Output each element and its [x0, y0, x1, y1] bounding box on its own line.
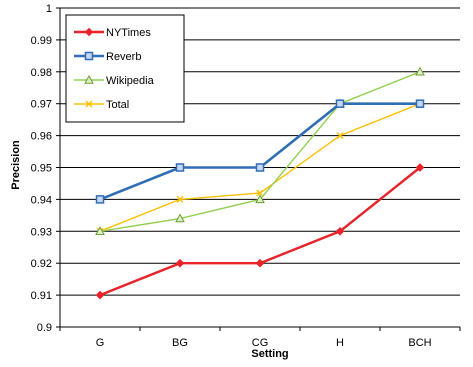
marker-stroke — [85, 100, 93, 108]
y-tick-label: 0.98 — [31, 67, 52, 79]
y-tick-label: 0.92 — [31, 258, 52, 270]
y-axis-ticks: 0.9 0.91 0.92 0.93 0.94 0.95 0.96 0.97 0.98 0.99 1 — [31, 3, 60, 334]
y-tick-label: 0.96 — [31, 131, 52, 143]
data-point-wikipedia — [415, 66, 425, 76]
y-tick-label: 0.99 — [31, 35, 52, 47]
data-point-nytimes — [175, 258, 185, 268]
data-point-reverb — [95, 195, 105, 204]
data-point-wikipedia — [255, 194, 265, 204]
y-axis-title: Precision — [10, 140, 22, 190]
x-tick-label: BG — [172, 337, 188, 349]
data-point-nytimes — [415, 163, 425, 172]
legend-marker-nytimes — [84, 27, 94, 37]
data-point-total — [336, 132, 344, 140]
data-point-reverb — [415, 99, 425, 108]
data-point-reverb — [335, 99, 345, 108]
data-point-nytimes — [255, 258, 265, 268]
x-tick-label: CG — [252, 337, 269, 349]
series-group — [95, 66, 425, 300]
legend-label-wikipedia: Wikipedia — [106, 75, 155, 87]
y-tick-label: 1 — [46, 3, 52, 15]
data-point-nytimes — [335, 226, 345, 236]
marker-stroke — [176, 195, 184, 203]
data-point-wikipedia — [175, 213, 185, 223]
x-tick-label: H — [336, 337, 344, 349]
data-point-total — [176, 195, 184, 203]
data-point-wikipedia — [95, 226, 105, 235]
data-point-nytimes — [95, 290, 105, 300]
legend-label-reverb: Reverb — [106, 51, 141, 63]
marker-stroke — [336, 132, 344, 140]
legend-label-total: Total — [106, 99, 129, 111]
x-tick-label: BCH — [408, 337, 431, 349]
legend-marker-reverb — [84, 51, 94, 61]
legend-label-nytimes: NYTimes — [106, 27, 151, 39]
legend-marker-total — [85, 100, 93, 108]
data-point-reverb — [255, 163, 265, 172]
y-tick-label: 0.95 — [31, 163, 52, 175]
x-tick-label: G — [96, 337, 105, 349]
x-axis-title: Setting — [251, 348, 288, 360]
data-point-reverb — [175, 163, 185, 172]
y-tick-label: 0.97 — [31, 99, 52, 111]
legend: NYTimes Reverb Wikipedia Total — [65, 14, 185, 123]
y-tick-label: 0.94 — [31, 194, 52, 206]
legend-marker-wikipedia — [84, 74, 94, 84]
x-axis-ticks: G BG CG H BCH — [59, 327, 461, 349]
marker-stroke — [256, 189, 264, 197]
y-tick-label: 0.9 — [37, 322, 52, 334]
y-tick-label: 0.93 — [31, 226, 52, 238]
y-tick-label: 0.91 — [31, 290, 52, 302]
data-point-total — [256, 189, 264, 197]
